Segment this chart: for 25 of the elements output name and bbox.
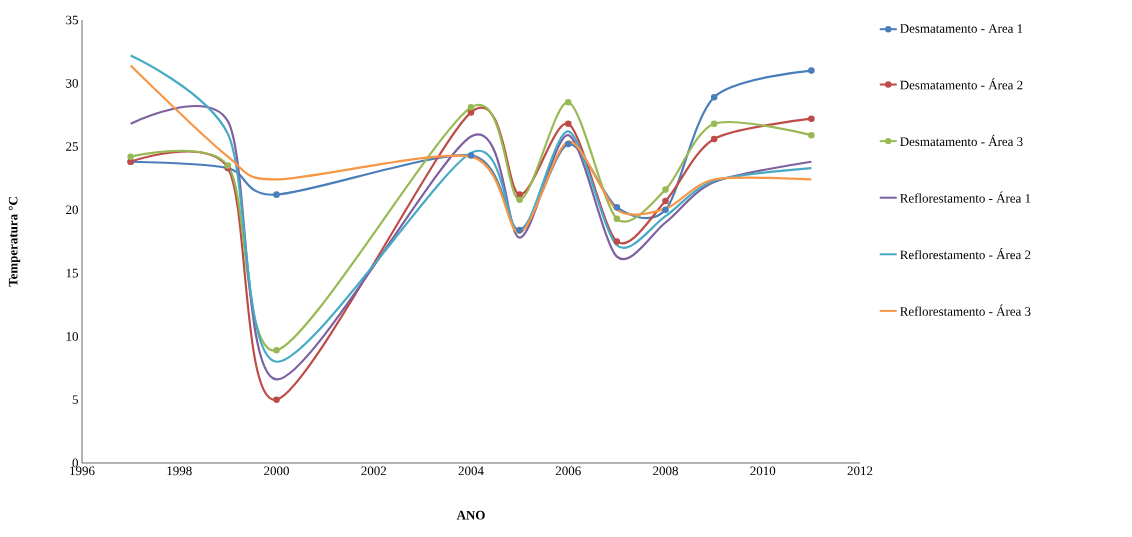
legend-label: Reflorestamento - Área 2 xyxy=(900,248,1031,260)
legend-label: Desmatamento - Área 3 xyxy=(900,134,1023,147)
y-tick-label: 5 xyxy=(72,395,78,404)
y-tick-label: 15 xyxy=(66,268,78,278)
x-axis-title: ANO xyxy=(456,510,485,520)
y-tick-label: 25 xyxy=(66,142,78,151)
legend-label: Desmatamento - Área 2 xyxy=(900,78,1023,90)
y-tick-label: 20 xyxy=(66,205,78,215)
legend-label: Desmatamento - Area 1 xyxy=(900,24,1023,33)
legend-label: Reflorestamento - Área 3 xyxy=(900,304,1031,316)
y-tick-label: 0 xyxy=(72,458,78,468)
x-tick-label: 2000 xyxy=(264,466,289,476)
x-tick-label: 2004 xyxy=(458,466,484,476)
x-tick-label: 1996 xyxy=(70,466,95,476)
x-tick-label: 2010 xyxy=(750,466,776,476)
x-tick-label: 1998 xyxy=(167,466,192,476)
x-tick-label: 2012 xyxy=(847,466,873,476)
legend-label: Reflorestamento - Área 1 xyxy=(900,191,1031,203)
x-tick-label: 2002 xyxy=(361,466,386,476)
y-tick-label: 35 xyxy=(66,15,78,25)
y-tick-label: 30 xyxy=(66,78,78,88)
y-tick-label: 10 xyxy=(66,332,78,341)
x-tick-label: 2006 xyxy=(555,466,581,476)
y-axis-title: Temperatura °C xyxy=(8,197,21,287)
x-tick-label: 2008 xyxy=(653,466,678,476)
